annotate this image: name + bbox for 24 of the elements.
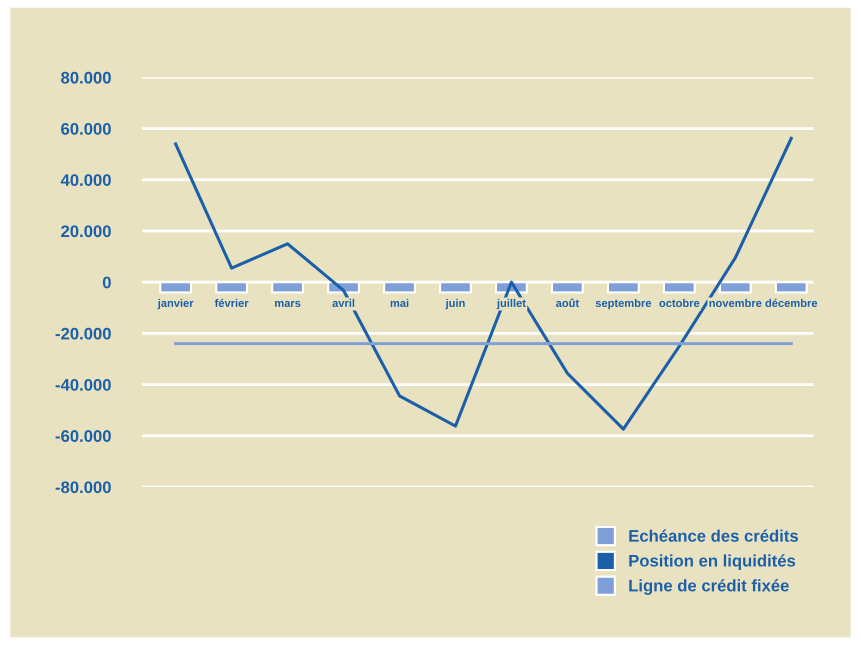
y-tick-label: 60.000 xyxy=(61,123,111,135)
x-tick-label: octobre xyxy=(659,298,700,308)
x-tick-label: novembre xyxy=(709,298,762,308)
x-tick-label: avril xyxy=(332,298,354,308)
x-tick-label: juillet xyxy=(496,298,526,310)
x-tick-label: décembre xyxy=(765,298,818,308)
x-tick-label: mars xyxy=(275,300,300,308)
y-tick-label: -20.000 xyxy=(56,328,111,340)
legend-label: Position en liquidités xyxy=(629,554,796,570)
y-tick-label: -60.000 xyxy=(56,430,111,442)
legend-label: Echéance des crédits xyxy=(629,529,798,542)
y-tick-label: 80.000 xyxy=(61,72,111,84)
y-tick-label: -80.000 xyxy=(56,481,111,494)
x-tick-label: mai xyxy=(390,298,408,308)
y-tick-label: 0 xyxy=(102,276,111,288)
x-tick-label: juin xyxy=(445,298,465,310)
y-tick-label: -40.000 xyxy=(56,378,111,391)
x-tick-label: septembre xyxy=(596,298,652,310)
legend-label: Ligne de crédit fixée xyxy=(629,579,789,595)
x-tick-label: août xyxy=(556,298,579,308)
x-tick-label: janvier xyxy=(158,298,194,310)
y-tick-label: 20.000 xyxy=(61,225,111,238)
y-tick-label: 40.000 xyxy=(60,174,111,186)
x-tick-label: février xyxy=(214,298,248,308)
